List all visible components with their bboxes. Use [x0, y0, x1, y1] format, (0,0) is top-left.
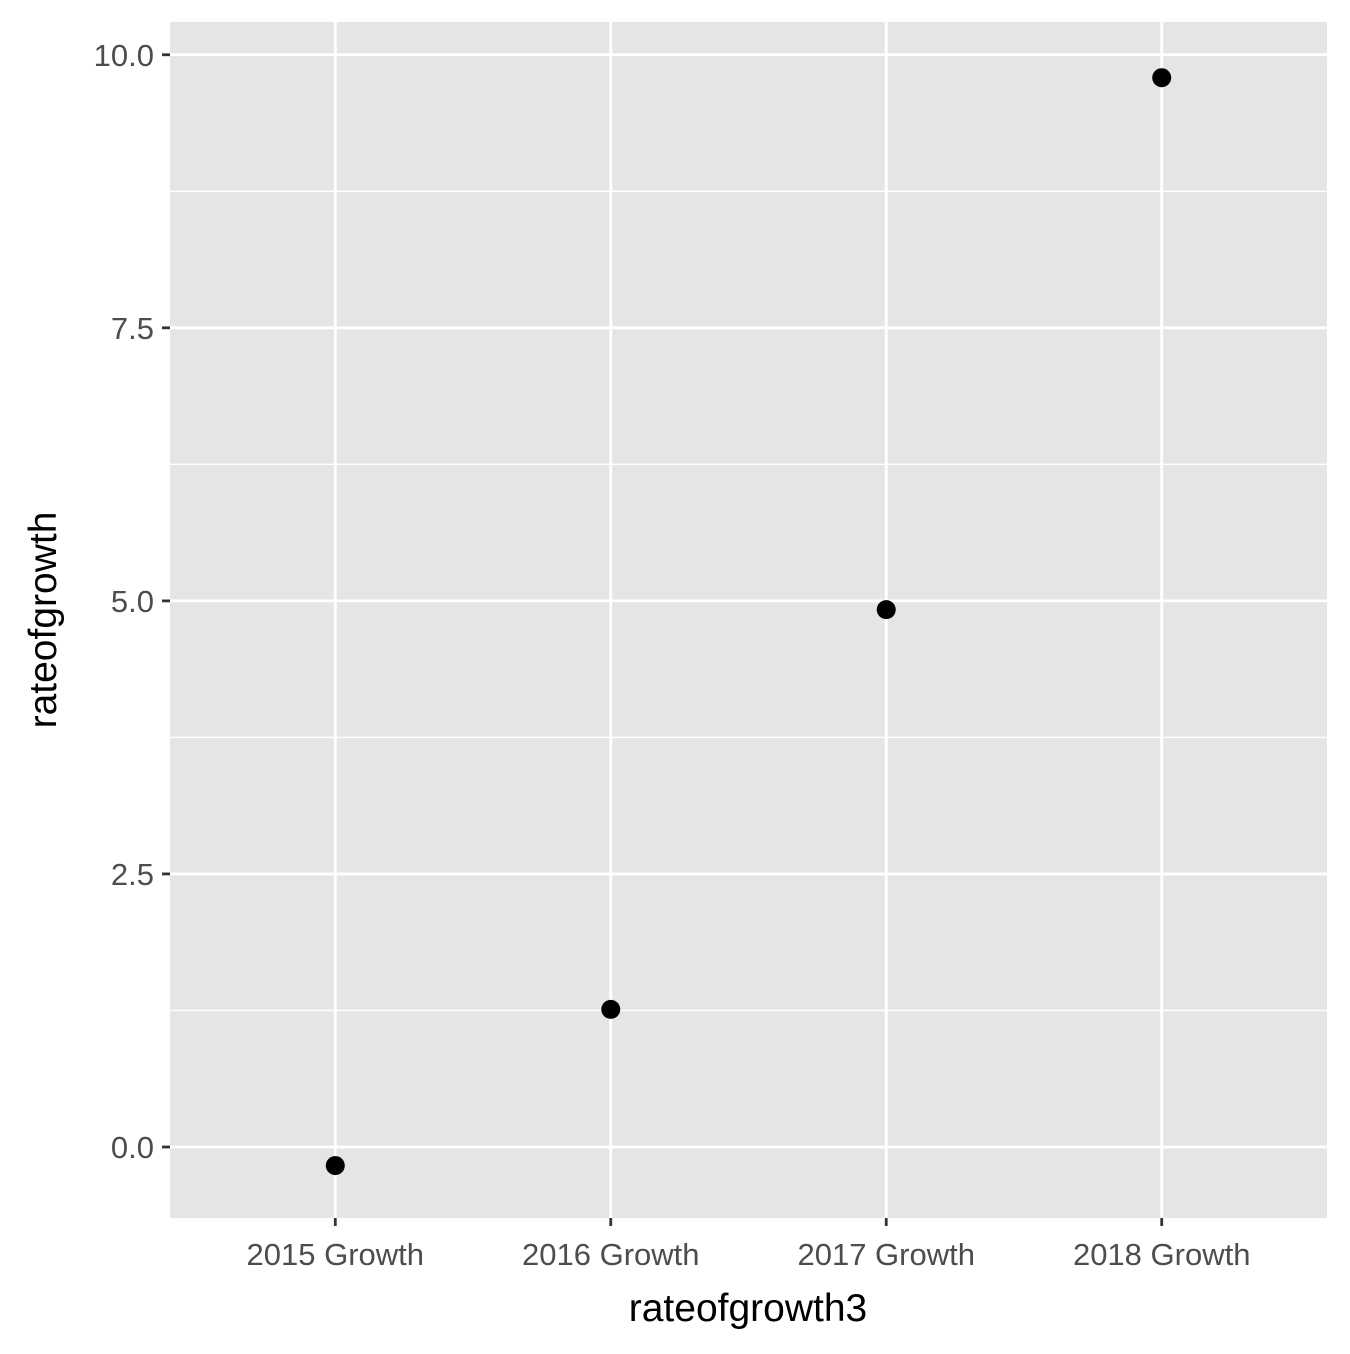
x-tick-label-2: 2017 Growth — [797, 1237, 975, 1272]
x-axis: 2015 Growth 2016 Growth 2017 Growth 2018 Gr… — [247, 1218, 1251, 1272]
y-tick-label-2: 5.0 — [111, 584, 154, 619]
y-tick-label-4: 10.0 — [94, 38, 154, 73]
y-tick-label-0: 0.0 — [111, 1130, 154, 1165]
y-axis-title: rateofgrowth — [22, 512, 65, 729]
minor-grid — [170, 190, 1327, 1012]
x-tick-label-1: 2016 Growth — [522, 1237, 700, 1272]
x-tick-label-3: 2018 Growth — [1073, 1237, 1251, 1272]
data-point-0 — [325, 1156, 345, 1176]
y-tick-label-1: 2.5 — [111, 857, 154, 892]
plot-panel — [170, 22, 1327, 1218]
major-grid — [170, 22, 1327, 1218]
data-point-3 — [1152, 68, 1172, 88]
data-point-2 — [876, 600, 896, 620]
data-point-1 — [601, 999, 621, 1019]
y-axis: 0.0 2.5 5.0 7.5 10.0 — [94, 38, 170, 1165]
data-points — [325, 68, 1172, 1176]
x-tick-label-0: 2015 Growth — [247, 1237, 425, 1272]
y-tick-label-3: 7.5 — [111, 311, 154, 346]
x-axis-title: rateofgrowth3 — [629, 1287, 867, 1330]
